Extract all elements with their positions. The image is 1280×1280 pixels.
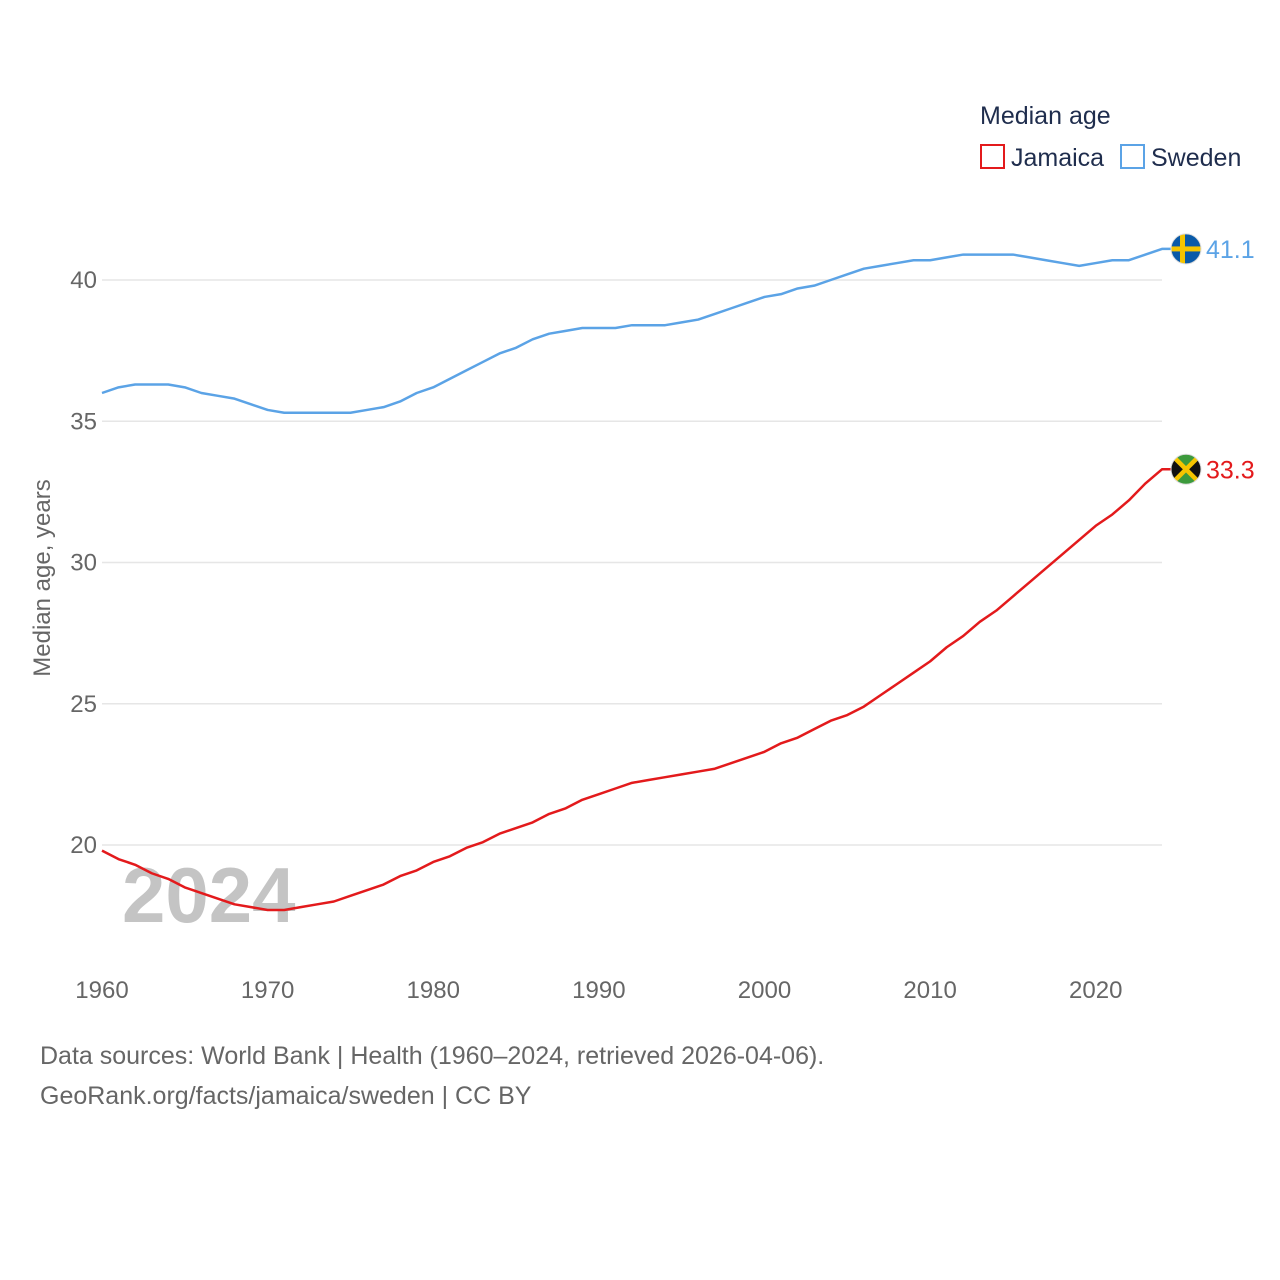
- x-tick-label: 2000: [738, 977, 791, 1004]
- legend: Median age Jamaica Sweden: [980, 102, 1241, 172]
- credit-link[interactable]: GeoRank.org/facts/jamaica/sweden | CC BY: [40, 1082, 532, 1110]
- legend-label-sweden: Sweden: [1151, 144, 1241, 172]
- jamaica-flag-icon: [1170, 453, 1202, 485]
- series-line-sweden[interactable]: [101, 247, 1172, 415]
- legend-title: Median age: [980, 102, 1111, 130]
- legend-item-jamaica[interactable]: Jamaica: [980, 144, 1104, 172]
- x-tick-label: 2010: [903, 977, 956, 1004]
- legend-item-sweden[interactable]: Sweden: [1120, 144, 1241, 172]
- x-tick-label: 1980: [407, 977, 460, 1004]
- end-value-label-jamaica: 33.3: [1206, 456, 1255, 484]
- y-tick-label: 30: [70, 550, 97, 577]
- x-axis-ticks: 1960 1970 1980 1990 2000 2010 2020: [75, 977, 1122, 1004]
- series-lines: [101, 247, 1172, 912]
- y-tick-label: 35: [70, 408, 97, 435]
- y-tick-label: 20: [70, 832, 97, 859]
- end-value-label-sweden: 41.1: [1206, 236, 1255, 264]
- x-tick-label: 2020: [1069, 977, 1122, 1004]
- y-axis-title: Median age, years: [29, 479, 56, 676]
- x-tick-label: 1990: [572, 977, 625, 1004]
- y-axis-ticks: 20 25 30 35 40: [70, 267, 97, 859]
- gridlines: [102, 279, 1162, 846]
- series-end-markers: 33.3 41.1: [1170, 233, 1255, 485]
- legend-swatch-sweden: [1120, 144, 1145, 169]
- legend-label-jamaica: Jamaica: [1011, 144, 1104, 172]
- y-tick-label: 25: [70, 691, 97, 718]
- x-tick-label: 1970: [241, 977, 294, 1004]
- legend-swatch-jamaica: [980, 144, 1005, 169]
- y-tick-label: 40: [70, 267, 97, 294]
- series-line-jamaica[interactable]: [101, 468, 1172, 912]
- sweden-flag-icon: [1170, 233, 1202, 265]
- x-tick-label: 1960: [75, 977, 128, 1004]
- data-source-note: Data sources: World Bank | Health (1960–…: [40, 1042, 825, 1070]
